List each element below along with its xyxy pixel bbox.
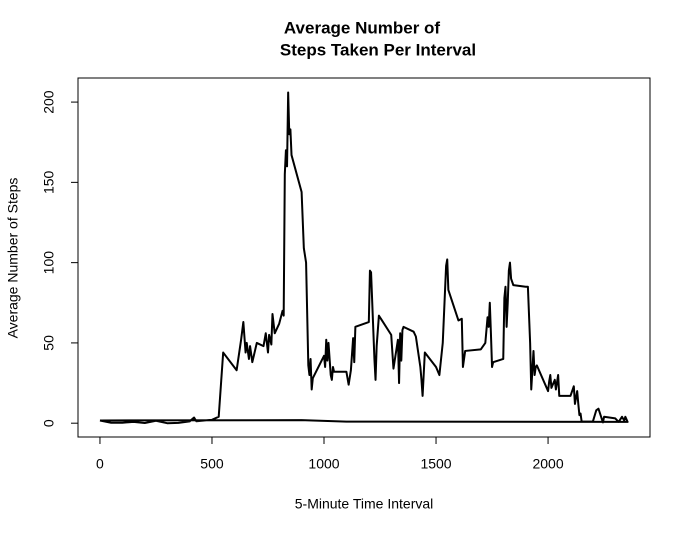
chart-title: Steps Taken Per Interval: [280, 40, 476, 59]
x-tick-label: 1500: [420, 456, 451, 472]
chart-title: Average Number of: [284, 18, 441, 37]
x-tick-label: 2000: [532, 456, 563, 472]
y-tick-label: 50: [41, 335, 57, 351]
x-tick-label: 500: [200, 456, 224, 472]
plot-frame: [77, 77, 651, 438]
x-tick-label: 0: [96, 456, 104, 472]
x-tick-label: 1000: [308, 456, 339, 472]
data-line: [99, 91, 629, 425]
y-tick-label: 150: [41, 170, 57, 194]
y-tick-label: 200: [41, 90, 57, 114]
y-tick-label: 0: [41, 419, 57, 427]
y-tick-label: 100: [41, 251, 57, 275]
x-axis-label: 5-Minute Time Interval: [295, 496, 434, 512]
y-axis-label: Average Number of Steps: [5, 178, 21, 339]
